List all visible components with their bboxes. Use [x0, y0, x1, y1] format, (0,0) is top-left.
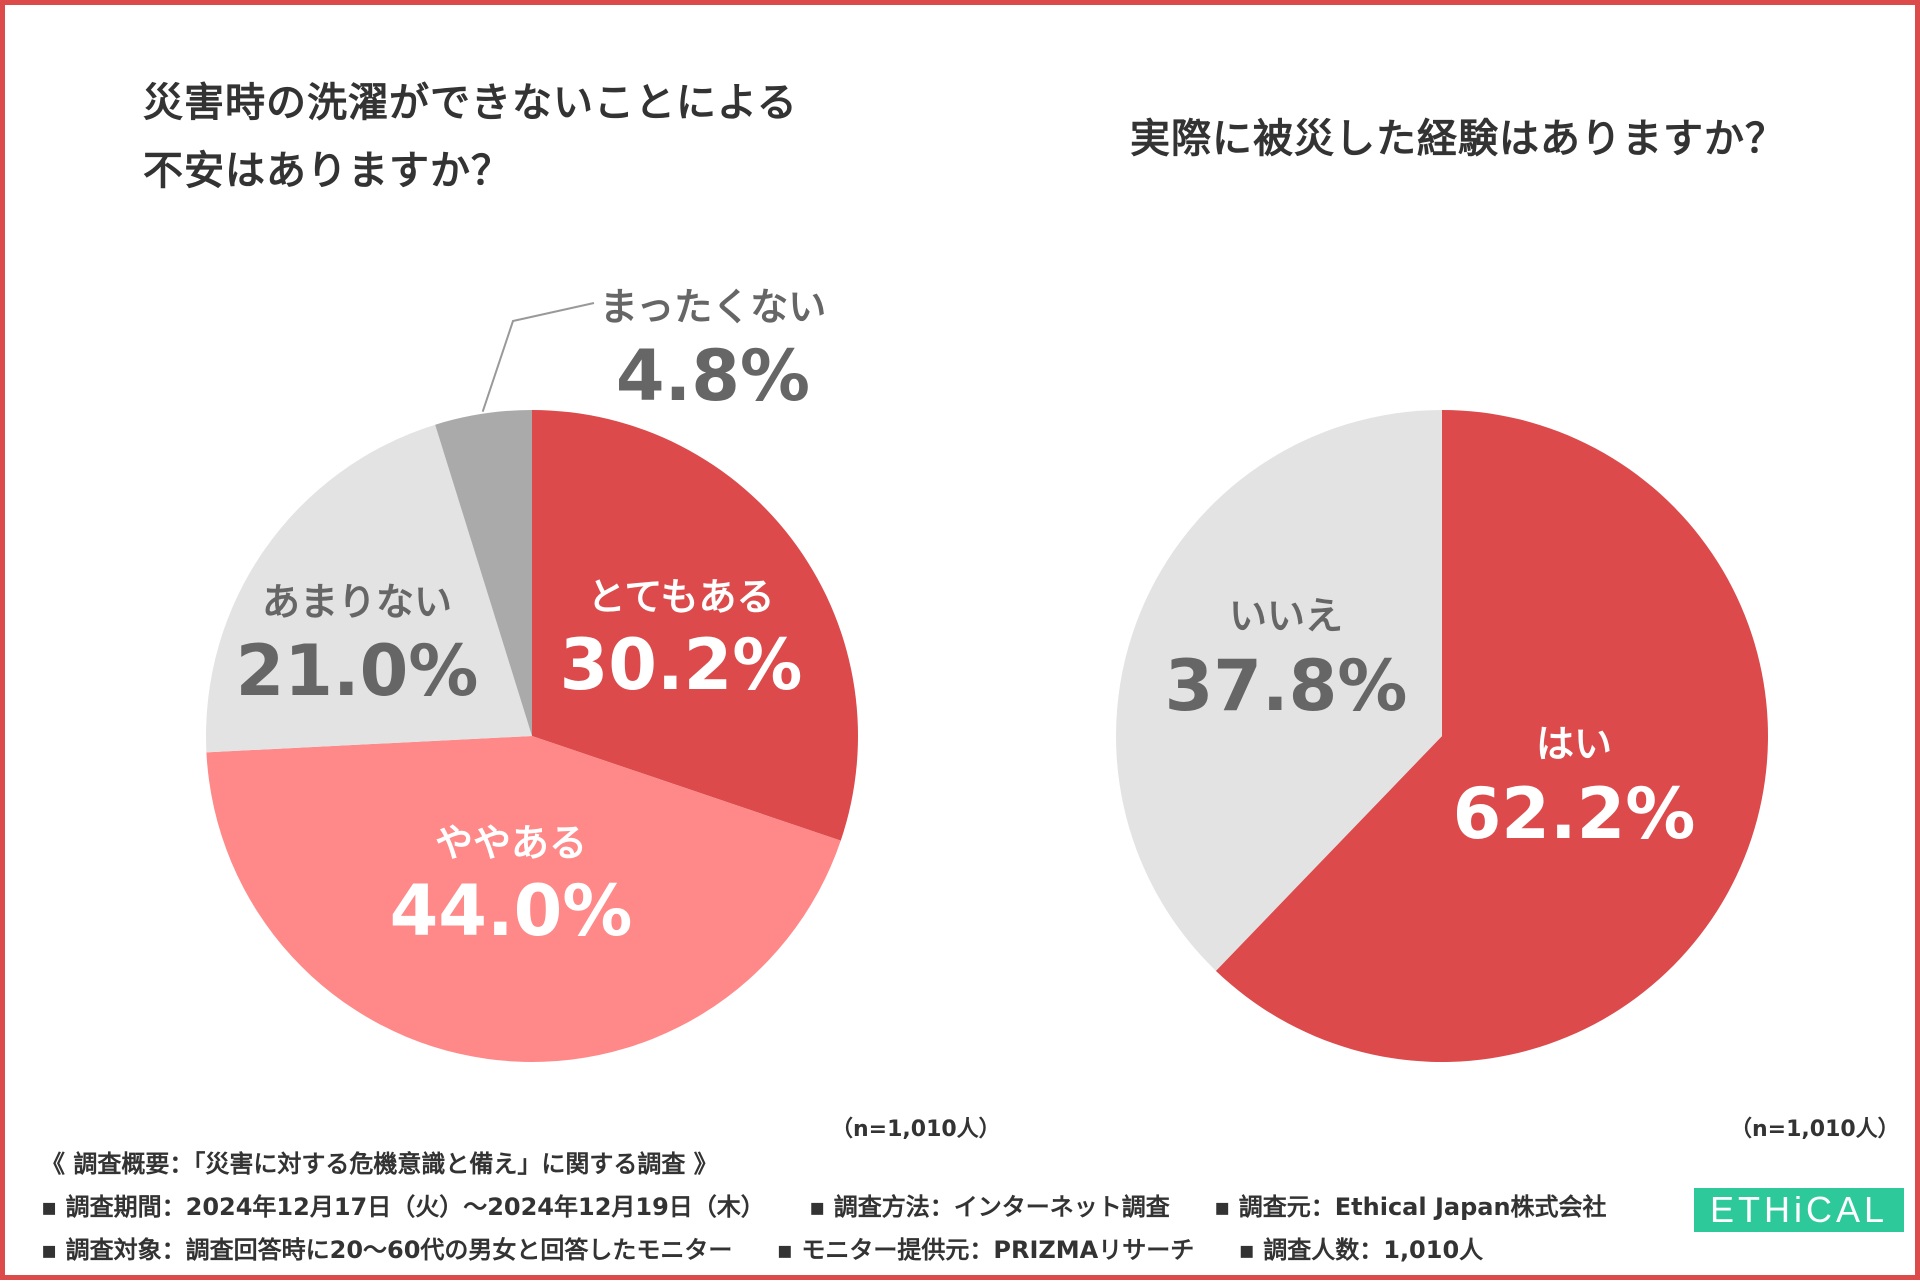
survey-summary-row: 《 調査概要：「災害に対する危機意識と備え」に関する調査 》 — [41, 1143, 1681, 1186]
pie-chart-disaster-experience: はい 62.2% いいえ 37.8% — [1116, 410, 1769, 1063]
slice-label-0: とてもある — [588, 575, 775, 619]
chart-title-line-1: 災害時の洗濯ができないことによる — [143, 80, 798, 126]
survey-details-row-1: ▪ 調査期間：2024年12月17日（火）〜2024年12月19日（木） ▪ 調… — [41, 1186, 1681, 1229]
survey-source: ▪ 調査元：Ethical Japan株式会社 — [1214, 1193, 1607, 1221]
slice-percentage-3: 4.8% — [616, 335, 810, 417]
pie-slice-0 — [532, 410, 858, 841]
chart-title-disaster-experience: 実際に被災した経験はありますか？ — [1130, 105, 1890, 173]
pie-slice-3 — [435, 410, 532, 736]
survey-summary: 《 調査概要：「災害に対する危機意識と備え」に関する調査 》 — [41, 1150, 718, 1178]
pie-slice-1 — [1116, 410, 1442, 971]
ethical-logo: ETHiCAL — [1694, 1188, 1904, 1232]
survey-details-row-2: ▪ 調査対象：調査回答時に20〜60代の男女と回答したモニター ▪ モニター提供… — [41, 1229, 1681, 1272]
slice-percentage-0: 62.2% — [1453, 773, 1696, 855]
pie-slice-2 — [205, 424, 532, 753]
chart-title-laundry-anxiety: 災害時の洗濯ができないことによる 不安はありますか？ — [143, 69, 903, 205]
sample-size-note-left: （n=1,010人） — [831, 1117, 1001, 1142]
survey-period: ▪ 調査期間：2024年12月17日（火）〜2024年12月19日（木） — [41, 1193, 765, 1221]
survey-overview: 《 調査概要：「災害に対する危機意識と備え」に関する調査 》 ▪ 調査期間：20… — [41, 1143, 1681, 1272]
survey-target: ▪ 調査対象：調査回答時に20〜60代の男女と回答したモニター — [41, 1236, 733, 1264]
pie-chart-laundry-anxiety: とてもある 30.2% ややある 44.0% あまりない 21.0% まったくない 4.8% — [205, 285, 858, 1062]
chart-title-line-2: 不安はありますか？ — [143, 148, 512, 194]
slice-percentage-2: 21.0% — [236, 630, 479, 712]
pie-slice-0 — [1215, 410, 1769, 1063]
slice-percentage-0: 30.2% — [560, 624, 803, 706]
slice-label-3: まったくない — [600, 285, 826, 329]
sample-size-note-right: （n=1,010人） — [1730, 1117, 1900, 1142]
survey-provider: ▪ モニター提供元：PRIZMAリサーチ — [776, 1236, 1195, 1264]
slice-label-1: いいえ — [1229, 594, 1343, 638]
survey-method: ▪ 調査方法：インターネット調査 — [809, 1193, 1170, 1221]
slice-label-2: あまりない — [262, 580, 452, 624]
callout-leader-line — [481, 302, 595, 413]
chart-title-line-1: 実際に被災した経験はありますか？ — [1130, 116, 1786, 162]
pie-slice-1 — [206, 736, 841, 1062]
slice-percentage-1: 44.0% — [390, 870, 633, 952]
survey-respondents: ▪ 調査人数：1,010人 — [1238, 1236, 1484, 1264]
slice-percentage-1: 37.8% — [1165, 645, 1408, 727]
slice-label-1: ややある — [435, 821, 587, 865]
slice-label-0: はい — [1536, 722, 1612, 766]
